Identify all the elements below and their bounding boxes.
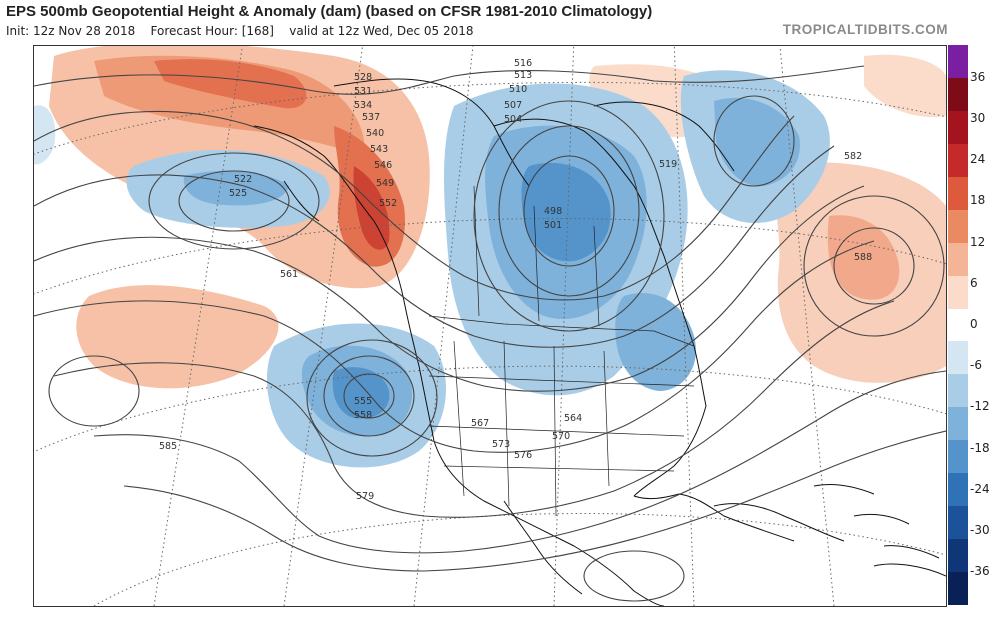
contour-label: 561 (280, 269, 298, 280)
colorbar-segment (948, 77, 968, 112)
political-borders (428, 185, 695, 517)
colorbar-segment (948, 275, 968, 310)
contour-label: 528 (354, 72, 372, 83)
colorbar-tick-label: -36 (970, 564, 990, 579)
colorbar-tick-label: 0 (970, 317, 978, 331)
colorbar-segment (948, 209, 968, 244)
colorbar-segment (948, 440, 968, 474)
negative-anomaly-areas (34, 70, 830, 468)
contour-label: 531 (354, 86, 372, 97)
contour-label: 537 (362, 112, 380, 123)
contour-label: 579 (356, 491, 374, 502)
colorbar-segment (948, 572, 968, 606)
colorbar-segment (948, 407, 968, 441)
colorbar-tick-label: 36 (970, 69, 986, 84)
contour-label: 534 (354, 100, 372, 111)
contour-label: 549 (376, 178, 394, 189)
contour-label: 507 (504, 100, 522, 111)
colorbar-tick-label: 12 (970, 234, 986, 249)
contour-label: 498 (544, 206, 562, 217)
colorbar-segment (948, 176, 968, 211)
chart-title: EPS 500mb Geopotential Height & Anomaly … (6, 3, 653, 20)
colorbar-tick-label: -6 (970, 358, 982, 373)
colorbar-tick-label: -12 (970, 399, 990, 414)
contour-label: 513 (514, 70, 532, 81)
colorbar-tick-label: -24 (970, 481, 990, 496)
colorbar-segment (948, 110, 968, 145)
contour-label: 582 (844, 151, 862, 162)
contour-label: 588 (854, 252, 872, 263)
colorbar-segment (948, 506, 968, 540)
map-canvas: 498 501 504 507 510 513 516 519 522 525 … (34, 46, 946, 606)
forecast-hour: Forecast Hour: [168] (150, 24, 274, 38)
colorbar-tick-label: -30 (970, 522, 990, 537)
init-time: Init: 12z Nov 28 2018 (6, 24, 136, 38)
colorbar-segment (948, 473, 968, 507)
anomaly-colorbar (948, 45, 968, 606)
contour-label: 573 (492, 439, 510, 450)
contour-label: 519 (659, 159, 677, 170)
map-panel: 498 501 504 507 510 513 516 519 522 525 … (33, 45, 947, 607)
colorbar-segment (948, 308, 968, 342)
colorbar-tick-label: 30 (970, 111, 986, 126)
colorbar-segment (948, 242, 968, 277)
contour-label: 510 (509, 84, 527, 95)
colorbar-tick-label: 18 (970, 193, 986, 208)
colorbar-segment (948, 143, 968, 178)
contour-label: 525 (229, 188, 247, 199)
run-info: Init: 12z Nov 28 2018 Forecast Hour: [16… (6, 24, 474, 38)
height-contours (34, 65, 946, 602)
contour-label: 552 (379, 198, 397, 209)
contour-labels: 498 501 504 507 510 513 516 519 522 525 … (159, 58, 872, 502)
contour-label: 564 (564, 413, 582, 424)
graticule (34, 46, 946, 606)
contour-label: 567 (471, 418, 489, 429)
brand-watermark: TROPICALTIDBITS.COM (782, 22, 948, 37)
contour-label: 558 (354, 410, 372, 421)
contour-label: 516 (514, 58, 532, 69)
contour-label: 522 (234, 174, 252, 185)
colorbar-tick-label: -18 (970, 440, 990, 455)
contour-label: 570 (552, 431, 570, 442)
contour-label: 501 (544, 220, 562, 231)
contour-label: 576 (514, 450, 532, 461)
colorbar-tick-label: 24 (970, 152, 986, 167)
colorbar-segment (948, 539, 968, 573)
contour-label: 555 (354, 396, 372, 407)
contour-label: 585 (159, 441, 177, 452)
colorbar-segment (948, 374, 968, 408)
colorbar-segment (948, 45, 968, 79)
valid-time: valid at 12z Wed, Dec 05 2018 (289, 24, 474, 38)
contour-label: 540 (366, 128, 384, 139)
colorbar-segment (948, 341, 968, 375)
colorbar-tick-label: 6 (970, 275, 978, 290)
contour-label: 504 (504, 114, 522, 125)
contour-label: 543 (370, 144, 388, 155)
contour-label: 546 (374, 160, 392, 171)
